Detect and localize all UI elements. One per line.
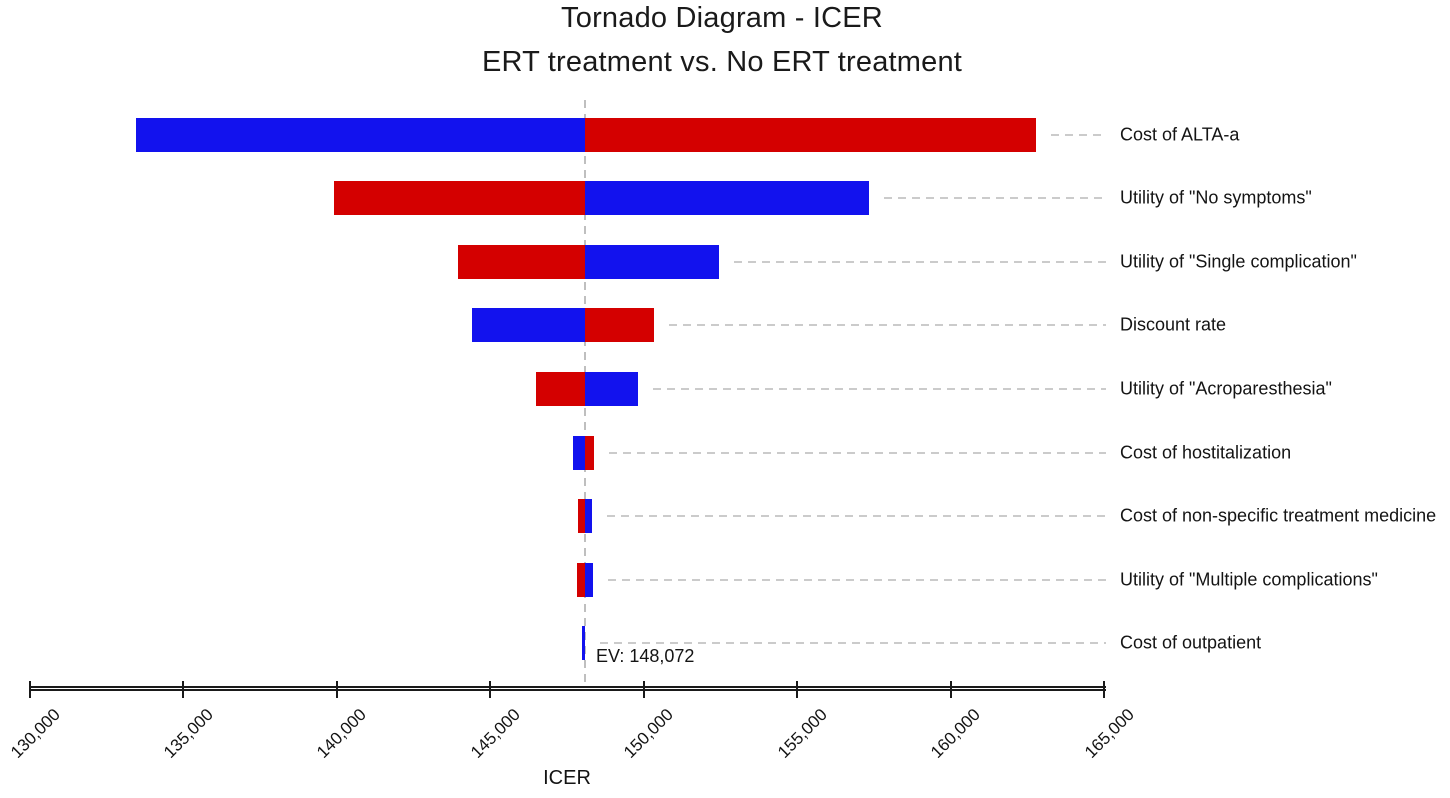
- x-axis-title: ICER: [543, 767, 591, 789]
- leader-line: [884, 197, 1106, 200]
- bar-label: Cost of non-specific treatment medicine: [1120, 505, 1437, 526]
- bar-high-segment: [584, 499, 593, 534]
- bar-low-segment: [471, 308, 585, 343]
- x-axis-line: [29, 686, 1106, 691]
- bar-label: Cost of outpatient: [1120, 632, 1262, 653]
- leader-line: [607, 578, 1106, 581]
- bar-high-segment: [584, 562, 593, 597]
- bar-label: Utility of "Multiple complications": [1120, 569, 1378, 590]
- ev-value-label: EV: 148,072: [596, 646, 695, 666]
- bar-low-segment: [578, 499, 585, 534]
- x-axis-tick: [489, 681, 492, 698]
- chart-title: Tornado Diagram - ICER: [561, 2, 883, 34]
- bar-label: Utility of "Single complication": [1120, 251, 1357, 272]
- x-axis-tick: [1103, 681, 1105, 698]
- bar-low-segment: [135, 117, 585, 152]
- bar-low-segment: [582, 626, 585, 661]
- x-axis-tick: [335, 681, 338, 698]
- bar-low-segment: [536, 371, 585, 406]
- bar-low-segment: [573, 435, 585, 470]
- bar-label: Utility of "Acroparesthesia": [1120, 378, 1332, 399]
- x-axis-tick-label: 140,000: [313, 705, 371, 762]
- bar-high-segment: [584, 117, 1037, 152]
- x-axis-tick-label: 130,000: [6, 705, 64, 762]
- bar-low-segment: [577, 562, 585, 597]
- bar-high-segment: [584, 371, 638, 406]
- x-axis-tick: [29, 681, 31, 698]
- x-axis-tick-label: 155,000: [773, 705, 831, 762]
- leader-line: [609, 451, 1106, 454]
- bar-label: Discount rate: [1120, 314, 1227, 335]
- chart-subtitle: ERT treatment vs. No ERT treatment: [481, 46, 963, 78]
- x-axis-tick-label: 165,000: [1080, 705, 1138, 762]
- x-axis-tick: [642, 681, 645, 698]
- x-axis-tick-label: 135,000: [159, 705, 217, 762]
- bar-high-segment: [584, 308, 655, 343]
- leader-line: [733, 260, 1106, 263]
- bar-high-segment: [584, 244, 719, 279]
- leader-line: [1051, 133, 1106, 136]
- x-axis-tick: [182, 681, 185, 698]
- x-axis-tick: [796, 681, 799, 698]
- bar-high-segment: [584, 181, 870, 216]
- bar-label: Cost of hostitalization: [1120, 442, 1292, 462]
- leader-line: [599, 642, 1106, 645]
- leader-line: [669, 324, 1106, 327]
- leader-line: [607, 515, 1106, 518]
- x-axis-tick-label: 160,000: [927, 705, 984, 762]
- bar-low-segment: [333, 181, 585, 216]
- x-axis-tick: [949, 681, 952, 698]
- leader-line: [652, 387, 1106, 390]
- x-axis-tick-label: 150,000: [620, 705, 678, 762]
- bar-label: Cost of ALTA-a: [1120, 124, 1240, 144]
- bar-label: Utility of "No symptoms": [1120, 187, 1312, 208]
- bar-low-segment: [458, 244, 585, 279]
- bar-high-segment: [584, 435, 594, 470]
- x-axis-tick-label: 145,000: [466, 705, 524, 762]
